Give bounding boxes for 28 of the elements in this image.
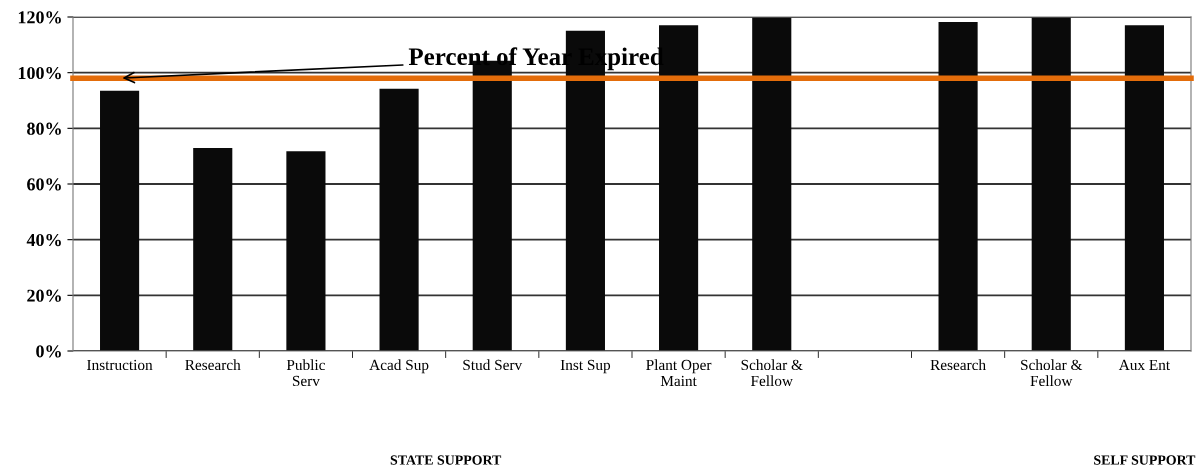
bar xyxy=(1124,25,1164,351)
bar xyxy=(193,148,233,351)
y-tick-label: 40% xyxy=(26,233,61,247)
bar xyxy=(1031,17,1071,351)
x-tick-label: Inst Sup xyxy=(560,359,611,374)
bar xyxy=(752,17,792,351)
x-tick-label: Scholar & Fellow xyxy=(741,359,803,387)
x-tick-label: Instruction xyxy=(87,359,153,371)
text: SELF SUPPORT xyxy=(1094,455,1196,465)
bar xyxy=(100,90,140,351)
y-tick-label: 100% xyxy=(18,66,61,80)
bar xyxy=(379,88,419,351)
x-tick-label: Acad Sup xyxy=(369,359,429,374)
x-tick-label: Aux Ent xyxy=(1118,359,1170,371)
x-tick-label: Stud Serv xyxy=(463,359,523,371)
y-tick-label: 120% xyxy=(18,11,61,24)
y-tick-label: 20% xyxy=(27,289,61,302)
x-tick-label: Research xyxy=(185,359,241,371)
x-tick-label: Scholar & Fellow xyxy=(1021,359,1083,387)
bar xyxy=(938,22,978,351)
text: STATE SUPPORT xyxy=(390,455,502,465)
x-tick-label: Plant Oper Maint xyxy=(646,359,712,387)
x-tick-label: Public Serv xyxy=(286,359,325,387)
bar xyxy=(286,151,326,351)
y-tick-label: 80% xyxy=(27,122,61,135)
x-tick-label: Research xyxy=(930,359,986,371)
y-tick-label: 0% xyxy=(36,345,61,358)
y-tick-label: 60% xyxy=(27,178,61,191)
